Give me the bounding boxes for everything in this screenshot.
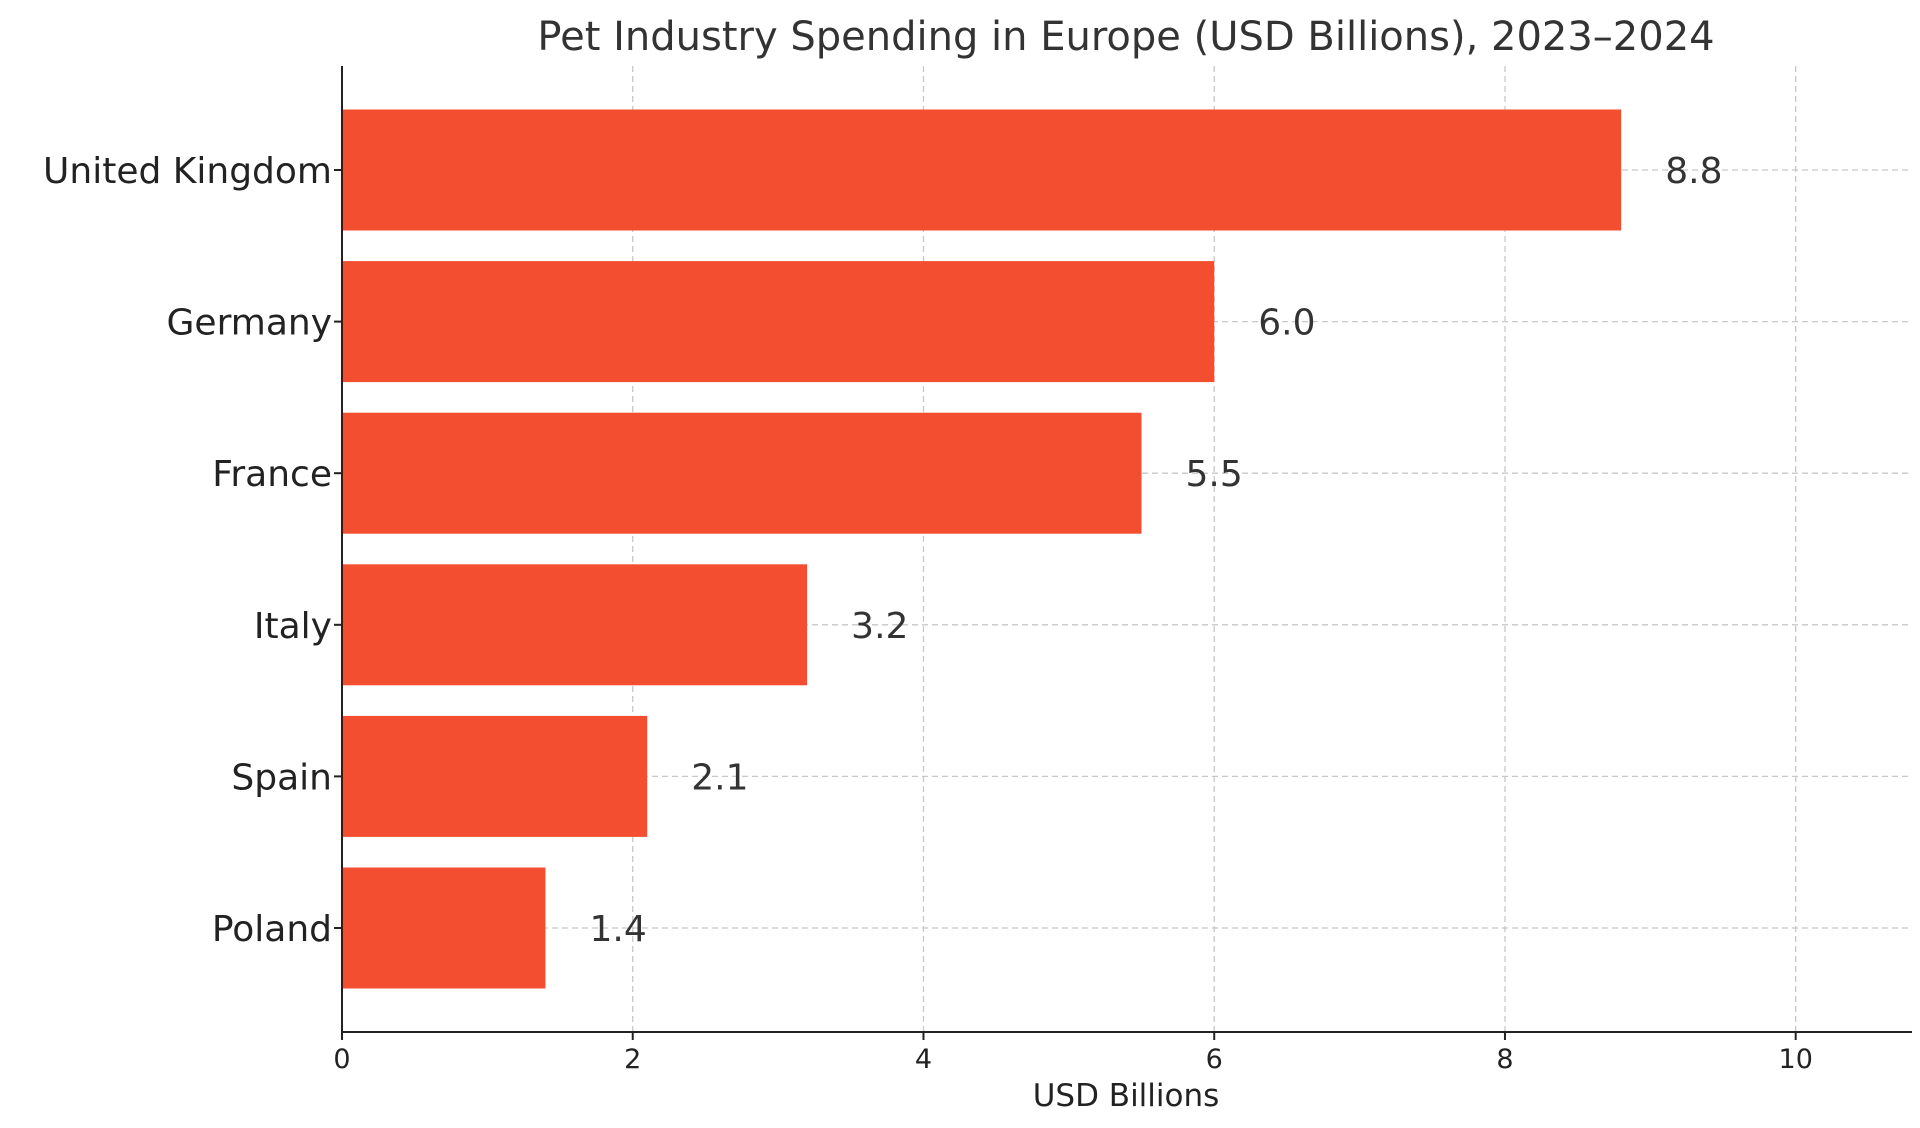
category-label: Germany bbox=[167, 303, 332, 344]
bar bbox=[342, 564, 808, 686]
x-tick-label: 8 bbox=[1496, 1044, 1513, 1075]
chart-title: Pet Industry Spending in Europe (USD Bil… bbox=[537, 14, 1714, 60]
x-tick-label: 0 bbox=[333, 1044, 350, 1075]
category-label: Poland bbox=[212, 909, 332, 950]
value-label: 3.2 bbox=[851, 606, 908, 647]
value-label: 6.0 bbox=[1258, 303, 1315, 344]
value-label: 1.4 bbox=[590, 909, 647, 950]
bar bbox=[342, 715, 648, 837]
axes bbox=[334, 66, 1912, 1040]
x-tick-label: 10 bbox=[1779, 1044, 1813, 1075]
category-label: France bbox=[212, 454, 332, 495]
category-label: Spain bbox=[231, 757, 332, 798]
x-axis-label: USD Billions bbox=[1033, 1078, 1220, 1114]
bar bbox=[342, 867, 546, 989]
bar bbox=[342, 109, 1622, 231]
bars bbox=[342, 109, 1622, 989]
labels: United Kingdom 8.8 Germany 6.0 France 5.5 Ital… bbox=[43, 151, 1813, 1075]
value-label: 2.1 bbox=[691, 757, 748, 798]
category-label: United Kingdom bbox=[43, 151, 332, 192]
x-tick-label: 2 bbox=[624, 1044, 641, 1075]
value-label: 8.8 bbox=[1665, 151, 1722, 192]
x-tick-label: 6 bbox=[1206, 1044, 1223, 1075]
x-tick-label: 4 bbox=[915, 1044, 932, 1075]
value-label: 5.5 bbox=[1186, 454, 1243, 495]
bar bbox=[342, 261, 1215, 383]
bar bbox=[342, 412, 1142, 534]
category-label: Italy bbox=[254, 606, 332, 647]
